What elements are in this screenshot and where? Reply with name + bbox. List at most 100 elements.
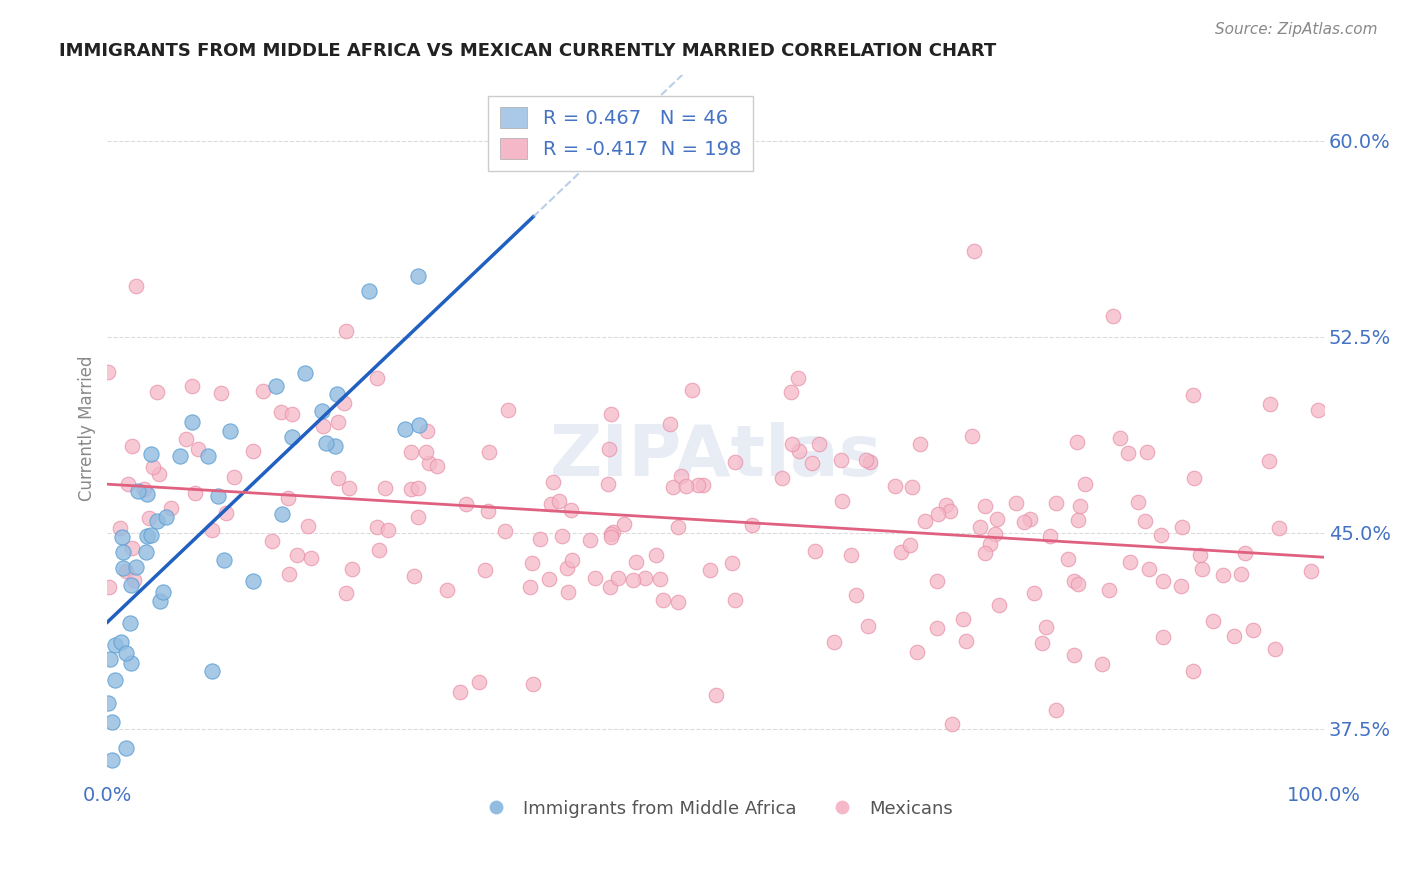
Point xyxy=(724,593,747,607)
Point xyxy=(1182,664,1205,678)
Point xyxy=(599,580,621,594)
Point xyxy=(955,634,977,648)
Text: IMMIGRANTS FROM MIDDLE AFRICA VS MEXICAN CURRENTLY MARRIED CORRELATION CHART: IMMIGRANTS FROM MIDDLE AFRICA VS MEXICAN… xyxy=(59,42,995,60)
Point xyxy=(270,405,292,419)
Point xyxy=(600,526,623,541)
Point xyxy=(312,418,335,433)
Point xyxy=(538,572,561,586)
Point xyxy=(583,571,606,585)
Point xyxy=(927,621,949,635)
Point xyxy=(557,585,579,599)
Point xyxy=(141,447,163,461)
Point xyxy=(623,573,645,587)
Point xyxy=(1056,552,1078,566)
Point xyxy=(808,436,831,450)
Point xyxy=(377,524,399,538)
Point xyxy=(1152,630,1174,644)
Point xyxy=(606,571,628,585)
Point xyxy=(927,574,949,588)
Point xyxy=(856,619,879,633)
Point xyxy=(984,527,1007,541)
Point xyxy=(600,530,623,544)
Point xyxy=(1066,435,1088,450)
Point xyxy=(478,445,501,459)
Point xyxy=(127,484,149,499)
Point xyxy=(278,567,301,582)
Point xyxy=(1267,521,1289,535)
Point xyxy=(519,580,541,594)
Point xyxy=(666,594,689,608)
Point xyxy=(121,541,143,556)
Point xyxy=(1299,565,1322,579)
Point xyxy=(979,536,1001,550)
Point xyxy=(335,324,357,338)
Point xyxy=(160,501,183,516)
Point xyxy=(1150,528,1173,542)
Point xyxy=(335,585,357,599)
Point xyxy=(277,491,299,506)
Point xyxy=(658,417,681,431)
Point xyxy=(551,529,574,543)
Point xyxy=(207,489,229,503)
Point xyxy=(681,383,703,397)
Y-axis label: Currently Married: Currently Married xyxy=(79,355,96,500)
Point xyxy=(468,674,491,689)
Point xyxy=(406,268,429,283)
Point xyxy=(404,569,426,583)
Point xyxy=(529,532,551,546)
Point xyxy=(941,717,963,731)
Point xyxy=(547,494,569,508)
Point xyxy=(374,481,396,495)
Point xyxy=(952,612,974,626)
Point xyxy=(114,646,136,660)
Point xyxy=(1136,445,1159,459)
Point xyxy=(1202,614,1225,628)
Point xyxy=(596,476,619,491)
Point xyxy=(142,460,165,475)
Point xyxy=(599,407,621,421)
Point xyxy=(1031,636,1053,650)
Point xyxy=(1212,568,1234,582)
Point xyxy=(898,538,921,552)
Point xyxy=(1005,495,1028,509)
Point xyxy=(118,616,141,631)
Point xyxy=(688,478,710,492)
Point xyxy=(831,494,853,508)
Text: Source: ZipAtlas.com: Source: ZipAtlas.com xyxy=(1215,22,1378,37)
Point xyxy=(859,455,882,469)
Point xyxy=(1223,629,1246,643)
Point xyxy=(340,562,363,576)
Point xyxy=(139,528,162,542)
Point xyxy=(112,545,135,559)
Point xyxy=(252,384,274,398)
Point xyxy=(1152,574,1174,588)
Point xyxy=(883,479,905,493)
Point xyxy=(935,498,957,512)
Point xyxy=(741,517,763,532)
Point xyxy=(720,557,742,571)
Point xyxy=(114,740,136,755)
Point xyxy=(1182,388,1205,402)
Point xyxy=(222,469,245,483)
Point xyxy=(1119,555,1142,569)
Point xyxy=(104,638,127,652)
Point xyxy=(242,574,264,589)
Point xyxy=(522,677,544,691)
Point xyxy=(770,471,793,485)
Point xyxy=(101,753,124,767)
Point xyxy=(1045,703,1067,717)
Point xyxy=(415,445,437,459)
Point xyxy=(299,551,322,566)
Point xyxy=(155,509,177,524)
Point xyxy=(1170,578,1192,592)
Point xyxy=(135,487,157,501)
Point xyxy=(326,415,349,429)
Point xyxy=(969,520,991,534)
Point xyxy=(415,424,437,438)
Point xyxy=(337,482,360,496)
Point xyxy=(1135,514,1157,528)
Point xyxy=(1171,520,1194,534)
Point xyxy=(138,511,160,525)
Point xyxy=(613,516,636,531)
Point xyxy=(541,475,564,490)
